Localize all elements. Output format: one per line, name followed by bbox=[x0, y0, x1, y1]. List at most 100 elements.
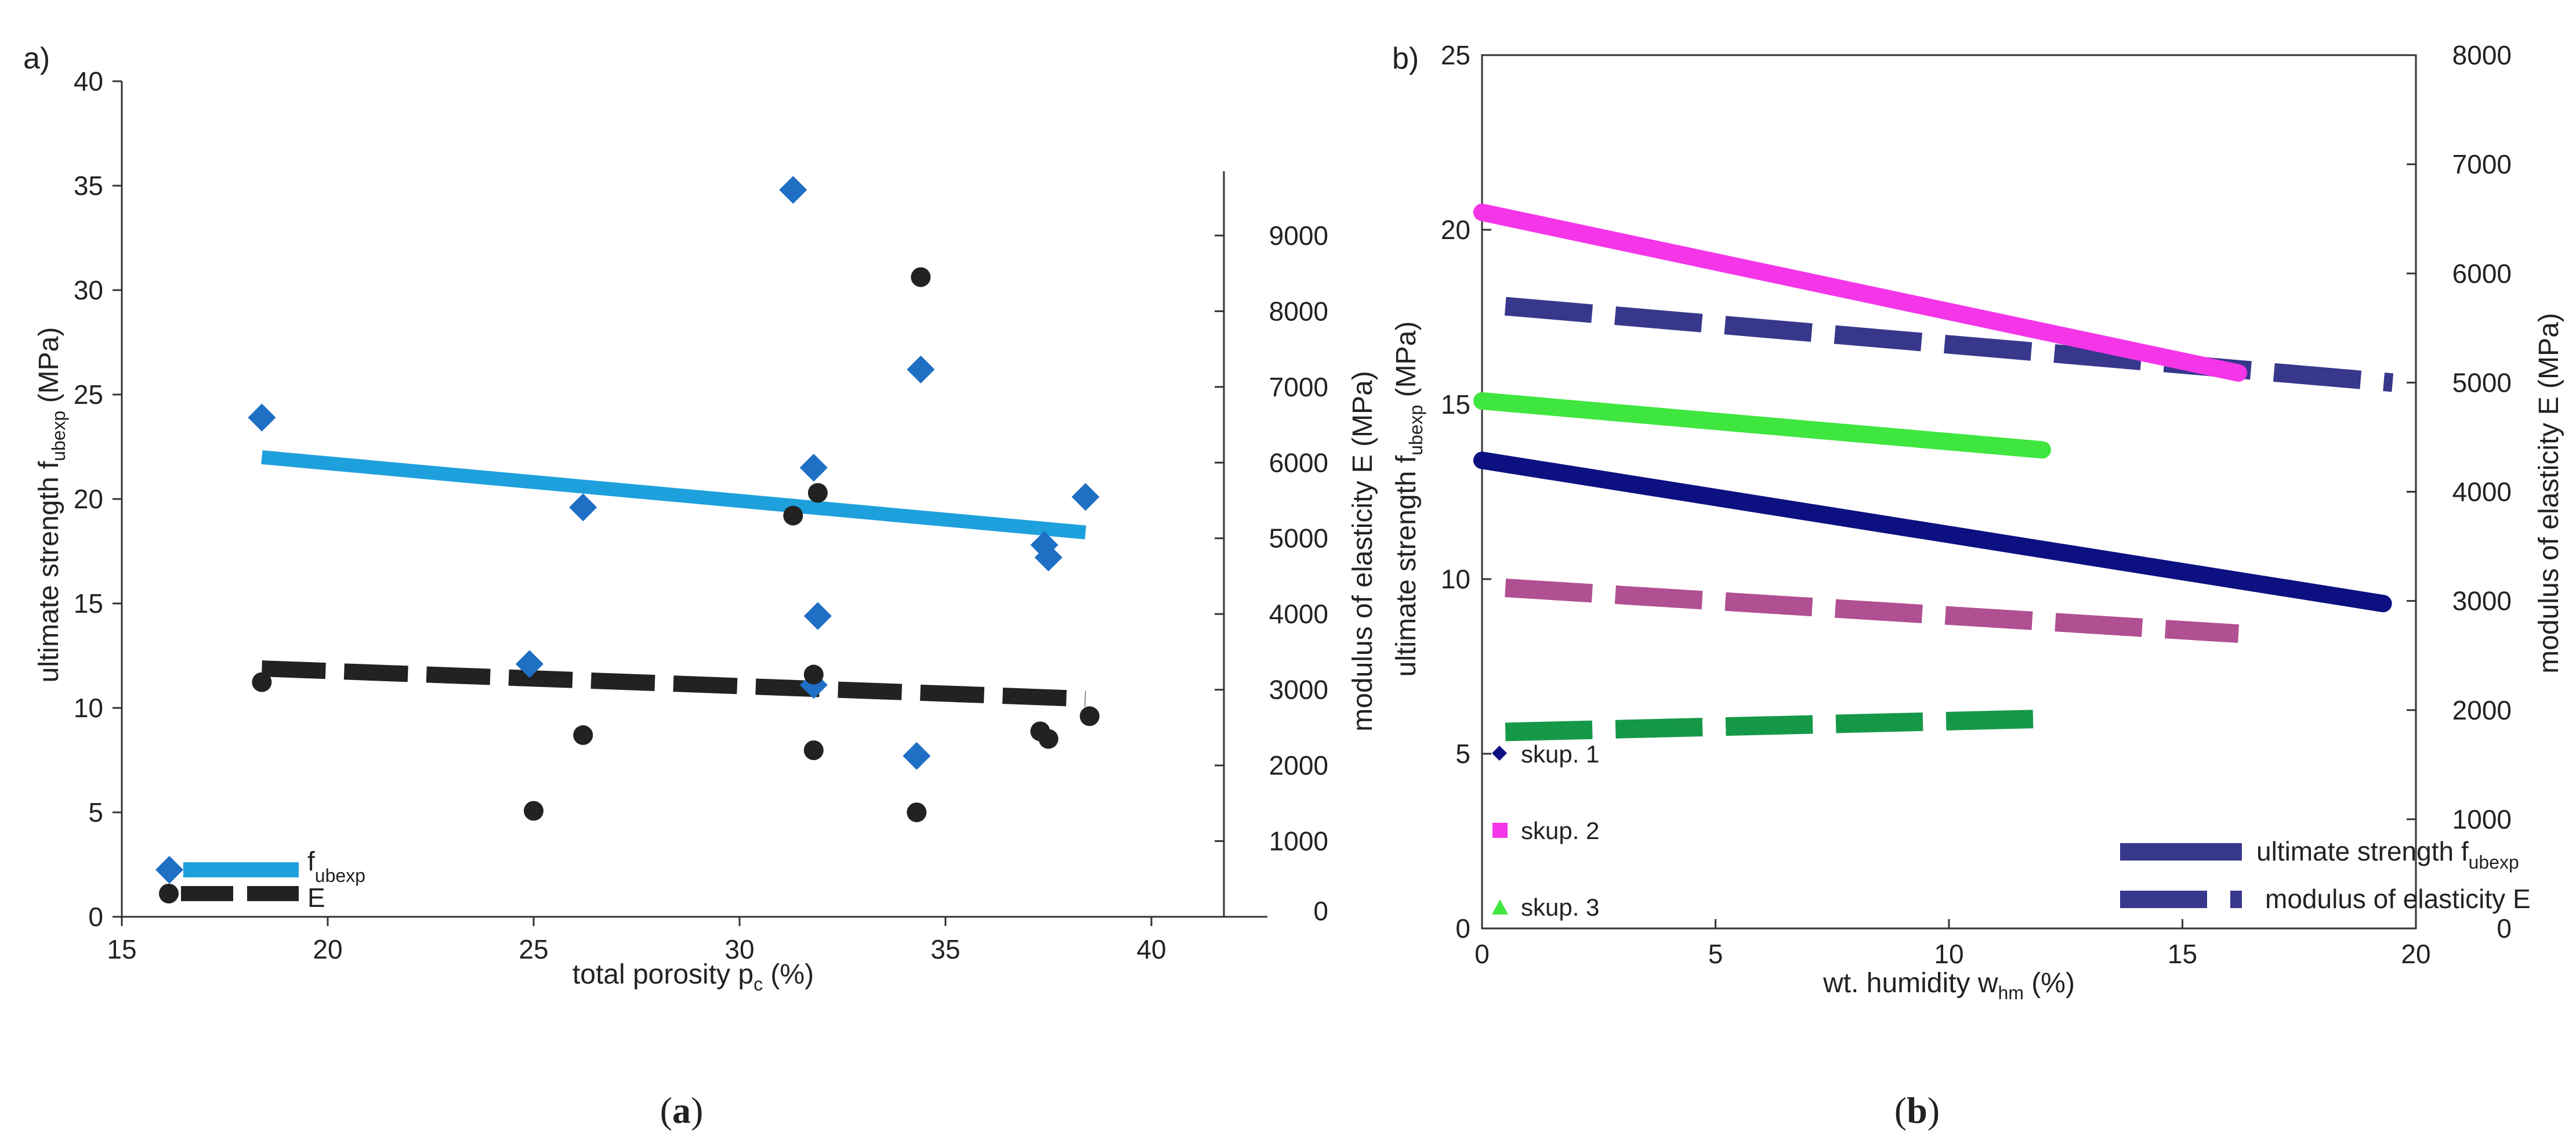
legend-label-fubexp: fubexp bbox=[307, 846, 365, 886]
y-left-tick-label: 15 bbox=[74, 588, 103, 619]
panel-b-legend-item-skup-1: skup. 1 bbox=[1492, 740, 1599, 768]
y-left-tick-label: 20 bbox=[1441, 215, 1470, 245]
legend-square-marker bbox=[1492, 823, 1508, 838]
y-left-tick-label: 20 bbox=[74, 484, 103, 514]
fubexp-data-point bbox=[907, 355, 935, 384]
y-right-tick-label: 2000 bbox=[2452, 695, 2512, 725]
strength-line-skup-2 bbox=[1473, 203, 2248, 382]
y-right-tick-label: 8000 bbox=[2452, 40, 2512, 70]
panel-b-legend-item-strength: ultimate strength fubexp bbox=[2120, 836, 2519, 873]
x-tick-label: 20 bbox=[2401, 939, 2430, 969]
fubexp-data-point bbox=[569, 493, 597, 522]
panel-b-legend-item-skup-2: skup. 2 bbox=[1492, 817, 1599, 844]
e-data-point bbox=[911, 267, 931, 287]
strength-line-skup-1 bbox=[1473, 451, 2392, 613]
x-tick-label: 15 bbox=[2168, 939, 2197, 969]
panel-b-legend-item-modulus: modulus of elasticity E bbox=[2120, 884, 2531, 914]
y-left-tick-label: 35 bbox=[74, 171, 103, 201]
y-right-tick-label: 5000 bbox=[1269, 523, 1328, 554]
panel-b-right-ticks: 0 1000 2000 3000 4000 5000 6000 7000 8000 bbox=[2407, 40, 2512, 943]
panel-b-x-axis-title: wt. humidity whm (%) bbox=[1823, 968, 2075, 1003]
legend-label-ultimate-strength: ultimate strength fubexp bbox=[2256, 836, 2519, 873]
x-tick-label: 30 bbox=[724, 934, 754, 964]
y-right-tick-label: 3000 bbox=[1269, 675, 1328, 705]
panel-a-right-axis-title: modulus of elasticity E (MPa) bbox=[1347, 371, 1378, 732]
modulus-line-skup-2 bbox=[1505, 579, 2240, 644]
y-right-tick-label: 0 bbox=[2497, 913, 2512, 943]
panel-a-x-ticks: 15 20 25 30 35 40 bbox=[107, 917, 1166, 964]
panel-a-x-axis-title: total porosity pc (%) bbox=[573, 959, 814, 995]
y-left-tick-label: 5 bbox=[88, 797, 103, 827]
legend-label-skup-3: skup. 3 bbox=[1521, 894, 1599, 921]
y-right-tick-label: 5000 bbox=[2452, 367, 2512, 397]
legend-triangle-marker bbox=[1492, 899, 1508, 914]
panel-b-left-ticks: 0 5 10 15 20 25 bbox=[1441, 40, 1491, 943]
panel-b-right-axis-title: modulus of elasticity E (MPa) bbox=[2534, 313, 2564, 674]
e-data-point bbox=[1079, 706, 1100, 726]
panel-a-chart: a) 15 20 25 30 35 40 0 5 10 15 20 25 30 35 40 0 1000 20… bbox=[23, 42, 1378, 1131]
y-left-tick-label: 10 bbox=[1441, 564, 1470, 594]
panel-a-left-ticks: 0 5 10 15 20 25 30 35 40 bbox=[74, 66, 122, 932]
fubexp-data-point bbox=[1034, 543, 1063, 572]
y-right-tick-label: 7000 bbox=[1269, 372, 1328, 402]
panel-b-caption: (b) bbox=[1894, 1090, 1940, 1131]
y-right-tick-label: 8000 bbox=[1269, 296, 1328, 326]
e-data-point bbox=[783, 505, 803, 526]
panel-a-trend-line-e bbox=[261, 660, 1086, 707]
fubexp-data-point bbox=[903, 742, 931, 770]
y-left-tick-label: 30 bbox=[74, 275, 103, 305]
legend-label-skup-1: skup. 1 bbox=[1521, 740, 1599, 768]
y-right-tick-label: 0 bbox=[1313, 896, 1328, 926]
x-tick-label: 15 bbox=[107, 934, 136, 964]
y-left-tick-label: 40 bbox=[74, 66, 103, 96]
y-right-tick-label: 1000 bbox=[1269, 826, 1328, 856]
panel-b-legend-item-skup-3: skup. 3 bbox=[1492, 894, 1599, 921]
y-right-tick-label: 9000 bbox=[1269, 220, 1328, 251]
e-data-point bbox=[803, 664, 824, 685]
legend-label-modulus: modulus of elasticity E bbox=[2265, 884, 2531, 914]
panel-a-right-ticks: 0 1000 2000 3000 4000 5000 6000 7000 8000 9000 bbox=[1215, 220, 1328, 926]
x-tick-label: 10 bbox=[1934, 939, 1963, 969]
y-right-tick-label: 6000 bbox=[2452, 258, 2512, 288]
panel-a-caption: (a) bbox=[660, 1090, 704, 1131]
y-left-tick-label: 15 bbox=[1441, 389, 1470, 420]
modulus-line-skup-3 bbox=[1505, 709, 2043, 742]
fubexp-data-point bbox=[515, 650, 544, 678]
panel-a-legend-item-fubexp: fubexp bbox=[155, 846, 365, 886]
fubexp-data-point bbox=[1071, 483, 1100, 511]
panel-a-points-e bbox=[252, 267, 1100, 822]
panel-b-line-legend: ultimate strength fubexp modulus of elas… bbox=[2120, 836, 2531, 914]
strength-line-skup-3 bbox=[1473, 392, 2051, 459]
fubexp-data-point bbox=[779, 176, 807, 204]
y-left-tick-label: 10 bbox=[74, 693, 103, 723]
fubexp-data-point bbox=[803, 602, 832, 630]
panel-b-x-ticks: 0 5 10 15 20 bbox=[1474, 919, 2431, 969]
y-right-tick-label: 1000 bbox=[2452, 804, 2512, 834]
panel-a-trend-line-fubexp bbox=[261, 450, 1086, 540]
y-left-tick-label: 0 bbox=[1455, 913, 1470, 943]
e-data-point bbox=[524, 801, 544, 821]
panel-b-group-legend: skup. 1 skup. 2 skup. 3 bbox=[1492, 740, 1599, 921]
e-data-point bbox=[907, 802, 927, 822]
legend-circle-marker bbox=[159, 884, 179, 903]
panel-b-left-axis-title: ultimate strength fubexp (MPa) bbox=[1391, 321, 1426, 677]
panel-b-chart: b) 0 5 10 15 20 0 5 10 15 20 25 0 1000 2000 3000 4000… bbox=[1391, 40, 2564, 1131]
y-right-tick-label: 2000 bbox=[1269, 750, 1328, 780]
y-left-tick-label: 25 bbox=[74, 379, 103, 410]
x-tick-label: 0 bbox=[1474, 939, 1490, 969]
x-tick-label: 35 bbox=[930, 934, 960, 964]
x-tick-label: 40 bbox=[1136, 934, 1166, 964]
y-right-tick-label: 3000 bbox=[2452, 586, 2512, 616]
y-left-tick-label: 0 bbox=[88, 902, 103, 932]
panel-b-plot-frame bbox=[1481, 54, 2417, 930]
e-data-point bbox=[803, 740, 824, 760]
e-data-point bbox=[573, 725, 593, 745]
legend-diamond-marker bbox=[155, 856, 183, 884]
panel-a-points-fubexp bbox=[248, 176, 1100, 770]
legend-label-skup-2: skup. 2 bbox=[1521, 817, 1599, 844]
y-left-tick-label: 25 bbox=[1441, 40, 1470, 70]
y-right-tick-label: 4000 bbox=[2452, 477, 2512, 507]
panel-a-legend-item-e: E bbox=[159, 883, 325, 913]
x-tick-label: 25 bbox=[519, 934, 548, 964]
